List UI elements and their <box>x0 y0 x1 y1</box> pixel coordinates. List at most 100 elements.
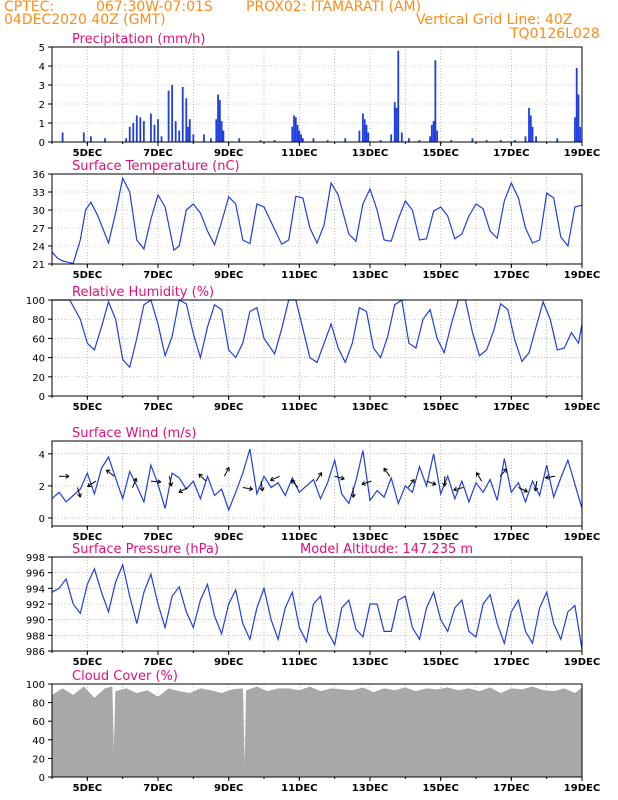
wind-arrow-head <box>341 475 345 480</box>
xtick-label-rh: 19DEC <box>564 402 600 413</box>
wind-arrow-head <box>168 482 172 487</box>
precip-bar <box>222 130 225 142</box>
ytick-label-precip: 0 <box>39 138 45 149</box>
precip-bar <box>238 138 241 142</box>
panel-title-precip: Precipitation (mm/h) <box>72 32 205 47</box>
xtick-label-temp: 19DEC <box>564 270 600 281</box>
header-source: CPTEC: <box>4 0 55 15</box>
wind-arrow <box>334 475 345 481</box>
xtick-label-temp: 7DEC <box>143 270 172 281</box>
header-coordinates: 067:30W-07:01S <box>96 0 213 15</box>
xtick-label-wind: 19DEC <box>564 532 600 543</box>
ytick-label-pres: 996 <box>26 569 45 580</box>
wind-arrow-head <box>106 469 111 472</box>
xtick-label-precip: 7DEC <box>143 148 172 159</box>
wind-arrow-head <box>290 479 293 484</box>
wind-arrow-shaft <box>426 480 437 485</box>
ytick-label-precip: 1 <box>39 119 45 130</box>
precip-bar <box>293 115 295 142</box>
precip-bar <box>432 121 435 142</box>
wind-arrow-head <box>261 487 265 492</box>
ytick-label-precip: 4 <box>39 62 45 73</box>
panel-temp <box>48 173 583 268</box>
xtick-label-wind: 7DEC <box>143 532 172 543</box>
wind-arrow <box>270 475 280 482</box>
wind-arrow-head <box>135 478 138 483</box>
wind-arrow-head <box>198 474 201 479</box>
wind-arrow-head <box>476 472 481 475</box>
precip-bar <box>326 140 329 142</box>
precip-bar <box>153 124 156 142</box>
precip-bar <box>135 115 138 142</box>
xtick-label-pres: 7DEC <box>143 657 172 668</box>
precip-bar <box>132 123 135 142</box>
wind-arrow-head <box>361 483 366 486</box>
wind-arrow <box>453 486 464 492</box>
panel-title-wind: Surface Wind (m/s) <box>72 426 196 441</box>
xtick-label-cloud: 17DEC <box>493 783 529 794</box>
wind-arrow-head <box>383 467 388 471</box>
ytick-label-temp: 30 <box>32 206 45 217</box>
xtick-label-pres: 5DEC <box>73 657 102 668</box>
xtick-label-wind: 9DEC <box>214 532 243 543</box>
wind-arrow-head <box>225 466 230 470</box>
wind-arrow-head <box>453 486 457 491</box>
ytick-label-pres: 986 <box>26 647 45 658</box>
xtick-label-pres: 17DEC <box>493 657 529 668</box>
ytick-label-rh: 80 <box>32 315 45 326</box>
wind-arrow-shaft <box>383 467 391 477</box>
xtick-label-temp: 9DEC <box>214 270 243 281</box>
wind-arrow-shaft <box>290 479 299 488</box>
wind-arrow <box>178 487 188 493</box>
precip-bar <box>397 50 400 142</box>
xtick-label-pres: 11DEC <box>281 657 317 668</box>
wind-arrow-head <box>443 482 448 487</box>
wind-arrow <box>242 486 253 492</box>
xtick-label-cloud: 11DEC <box>281 783 317 794</box>
precip-bar <box>556 138 559 142</box>
precip-bar <box>513 140 516 142</box>
wind-arrow-shaft <box>168 476 172 487</box>
header-date: 04DEC2020 40Z (GMT) <box>4 12 166 28</box>
precip-bar <box>393 102 396 142</box>
precip-bar <box>301 138 304 142</box>
precip-bar <box>579 126 582 142</box>
wind-arrow <box>168 476 174 487</box>
wind-arrow-head <box>502 468 507 471</box>
precip-bar <box>185 98 188 142</box>
ytick-label-cloud: 0 <box>39 773 45 784</box>
wind-arrow-shaft <box>76 487 81 498</box>
wind-arrow-shaft <box>499 468 508 477</box>
wind-arrow-head <box>544 474 549 479</box>
wind-arrow-head <box>361 480 365 485</box>
panel-rh <box>48 298 583 400</box>
wind-line <box>51 448 583 512</box>
xtick-label-rh: 11DEC <box>281 402 317 413</box>
xtick-label-wind: 15DEC <box>422 532 458 543</box>
precip-bar <box>528 107 530 142</box>
precip-bar <box>450 140 453 142</box>
wind-arrow-shaft <box>223 467 230 477</box>
precip-bar <box>259 140 262 142</box>
pres-line <box>51 562 583 650</box>
ytick-label-temp: 36 <box>32 170 45 181</box>
ytick-label-wind: 2 <box>39 482 45 493</box>
precip-bar <box>294 117 297 142</box>
precip-bar <box>157 119 159 142</box>
xtick-label-rh: 15DEC <box>422 402 458 413</box>
precip-bar <box>61 132 64 142</box>
precip-bar <box>575 67 578 142</box>
xtick-label-precip: 19DEC <box>564 148 600 159</box>
precip-bar <box>577 94 580 142</box>
cloud-area <box>51 686 583 778</box>
precip-bar <box>524 136 527 142</box>
wind-arrow-shaft <box>453 487 464 491</box>
precip-bar <box>128 126 131 142</box>
precip-bar <box>104 138 106 142</box>
wind-arrow <box>383 467 391 477</box>
xtick-label-cloud: 9DEC <box>214 783 243 794</box>
wind-arrow-head <box>259 487 263 492</box>
precip-bar <box>298 130 301 142</box>
wind-arrow-shaft <box>106 469 115 477</box>
precip-bar <box>379 140 382 142</box>
